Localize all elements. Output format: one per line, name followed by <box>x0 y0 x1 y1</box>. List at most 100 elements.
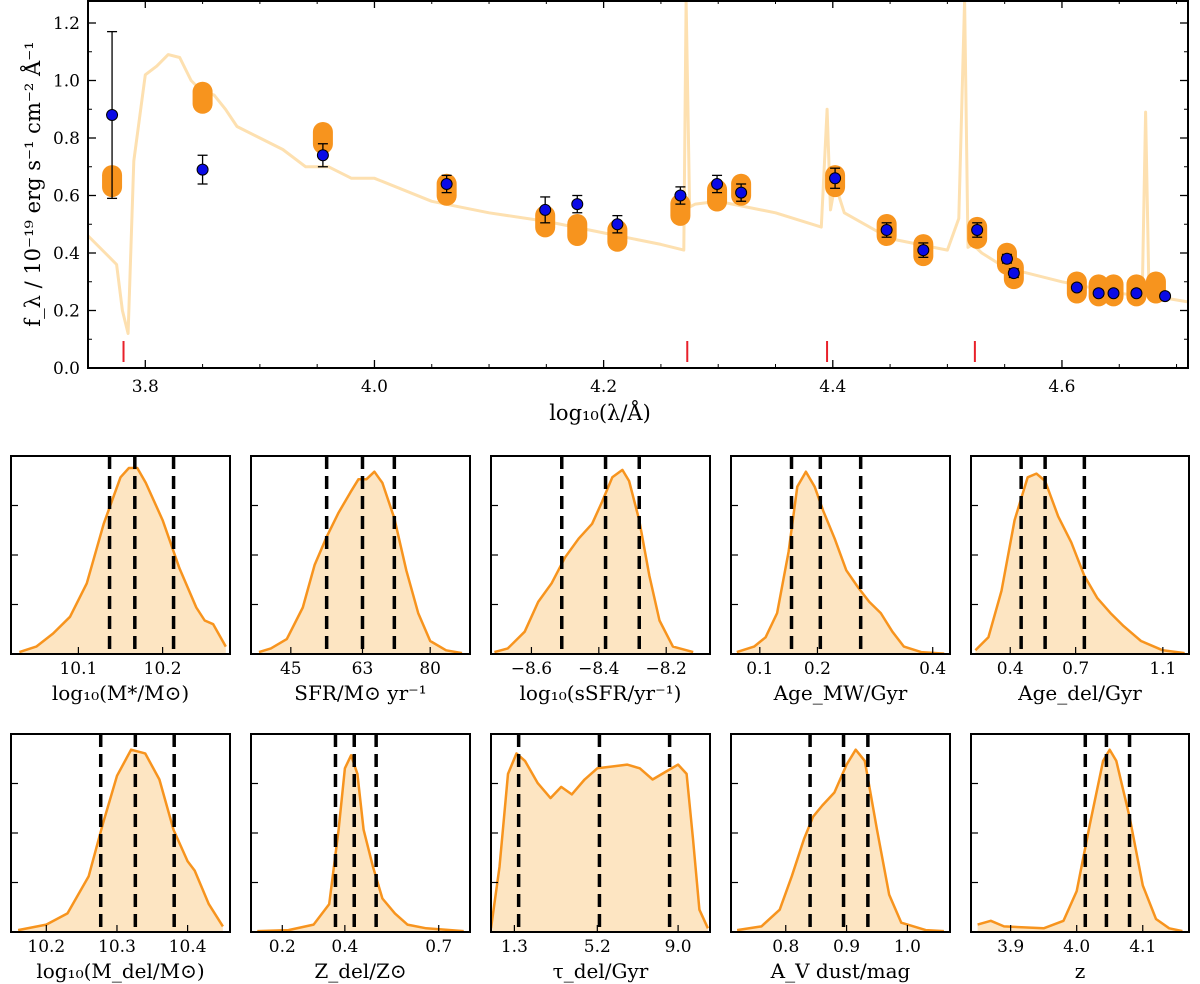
posterior-x-tick-label: 1.3 <box>501 937 528 957</box>
posterior-x-tick-label: 0.4 <box>331 937 358 957</box>
sed-axes: 3.8 4.0 4.2 4.4 4.6 0.0 0.2 0.4 0.6 0.8 1.0 1.2 <box>53 0 1189 397</box>
sed-y-axis-label: f_λ / 10⁻¹⁹ erg s⁻¹ cm⁻² Å⁻¹ <box>20 41 45 326</box>
posterior-x-tick-label: 5.2 <box>584 937 611 957</box>
posterior-clipped <box>258 456 463 654</box>
posterior-fill <box>259 471 462 654</box>
posterior-x-tick-label: 0.1 <box>746 659 773 679</box>
posterior-x-tick-label: 0.7 <box>1062 659 1089 679</box>
posterior-x-tick-label: 0.2 <box>269 937 296 957</box>
posterior-clipped <box>977 734 1183 932</box>
posterior-axis-label: log₁₀(sSFR/yr⁻¹) <box>520 681 682 705</box>
posterior-x-tick-label: 4.0 <box>1063 937 1090 957</box>
observed-point-10 <box>829 167 842 189</box>
observed-point-11 <box>880 222 893 238</box>
posterior-curve <box>257 754 464 932</box>
model-photometry-point-7 <box>670 193 691 226</box>
observed-point-5 <box>571 194 584 214</box>
model-photometry-point-5 <box>567 214 588 246</box>
posterior-clipped <box>17 734 224 932</box>
observed-marker <box>880 224 893 236</box>
posterior-x-tick-label: −8.6 <box>511 659 552 679</box>
posterior-panel-4: 0.4 0.7 1.1 Age_del/Gyr <box>970 455 1190 705</box>
observed-marker <box>1107 287 1120 300</box>
posterior-x-tick-label: −8.4 <box>578 659 619 679</box>
sed-x-tick-label: 4.6 <box>1048 377 1075 397</box>
sed-y-tick-label: 0.2 <box>53 302 80 322</box>
observed-marker <box>106 109 119 121</box>
posterior-clipped <box>257 734 464 932</box>
observed-marker <box>1130 287 1143 300</box>
observed-point-17 <box>1092 287 1105 300</box>
observed-point-16 <box>1070 281 1083 294</box>
observed-point-7 <box>674 186 687 205</box>
observed-marker <box>611 218 624 231</box>
observed-marker <box>1070 281 1083 294</box>
posterior-axis-label: τ_del/Gyr <box>553 959 649 983</box>
observed-marker <box>674 189 687 202</box>
sed-panel: 3.8 4.0 4.2 4.4 4.6 0.0 0.2 0.4 0.6 0.8 1.0 1.2 log… <box>20 0 1189 425</box>
posterior-x-tick-label: 0.4 <box>919 659 946 679</box>
posterior-x-tick-label: 80 <box>419 659 441 679</box>
posterior-clipped <box>19 456 227 654</box>
posterior-curve <box>736 748 944 932</box>
observed-marker <box>571 198 584 211</box>
sed-frame <box>87 0 1189 369</box>
observed-point-12 <box>917 242 930 258</box>
sed-y-tick-label: 1.2 <box>53 14 80 34</box>
posterior-curve <box>977 748 1183 932</box>
posterior-fill <box>257 755 464 932</box>
observed-point-2 <box>316 143 329 168</box>
posterior-clipped <box>491 734 710 932</box>
posterior-axis-label: Age_MW/Gyr <box>773 681 908 705</box>
observed-point-8 <box>711 174 724 194</box>
sed-x-tick-label: 4.4 <box>819 377 846 397</box>
sed-x-tick-label: 3.8 <box>132 377 159 397</box>
observed-point-3 <box>440 174 453 194</box>
observed-marker <box>971 224 984 236</box>
model-photometry-point-1 <box>192 81 213 114</box>
observed-point-0 <box>106 30 119 200</box>
posterior-x-tick-label: 10.3 <box>98 937 136 957</box>
posterior-curve <box>494 468 694 654</box>
sed-clipped-content <box>88 0 1188 362</box>
posterior-x-tick-label: 0.2 <box>804 659 831 679</box>
sed-y-tick-label: 0.4 <box>53 244 80 264</box>
posterior-axis-label: z <box>1075 959 1086 983</box>
observed-point-14 <box>1000 252 1013 265</box>
posterior-clipped <box>974 456 1185 654</box>
posterior-x-tick-label: 10.1 <box>59 659 97 679</box>
posterior-axis-label: SFR/M⊙ yr⁻¹ <box>294 681 426 705</box>
posterior-curve <box>17 748 224 932</box>
posterior-panel-6: 0.2 0.4 0.7 Z_del/Z⊙ <box>250 733 471 983</box>
posterior-axis-label: Age_del/Gyr <box>1017 681 1142 705</box>
observed-point-4 <box>539 196 552 224</box>
model-photometry-point-2 <box>312 122 333 154</box>
sed-y-tick-label: 0.0 <box>53 359 80 379</box>
posterior-clipped <box>736 456 945 654</box>
model-photometry-point-8 <box>707 179 728 212</box>
spectrum-line <box>88 0 1188 335</box>
observed-marker <box>316 149 329 162</box>
posterior-axis-label: log₁₀(M*/M⊙) <box>52 681 189 705</box>
posterior-x-tick-label: 0.9 <box>833 937 860 957</box>
sed-x-tick-label: 4.0 <box>361 377 388 397</box>
posterior-axis-label: A_V dust/mag <box>770 959 911 983</box>
posterior-panel-7: 1.3 5.2 9.0 τ_del/Gyr <box>490 733 711 983</box>
observed-point-6 <box>611 214 624 234</box>
posterior-clipped <box>736 734 944 932</box>
observed-point-1 <box>196 154 209 185</box>
posterior-fill <box>19 468 226 654</box>
posterior-panel-8: 0.8 0.9 1.0A_V dust/mag <box>730 733 951 983</box>
observed-marker <box>829 172 842 185</box>
observed-marker <box>440 178 453 190</box>
observed-marker <box>1092 287 1105 300</box>
sed-y-tick-label: 0.6 <box>53 187 80 207</box>
posterior-x-tick-label: 1.1 <box>1149 659 1176 679</box>
observed-point-18 <box>1107 287 1120 300</box>
posterior-x-tick-label: 1.0 <box>894 937 921 957</box>
posterior-panel-9: 3.9 4.0 4.1 z <box>970 733 1190 983</box>
posterior-x-tick-label: 63 <box>352 659 374 679</box>
posterior-axis-label: log₁₀(M_del/M⊙) <box>36 959 204 983</box>
